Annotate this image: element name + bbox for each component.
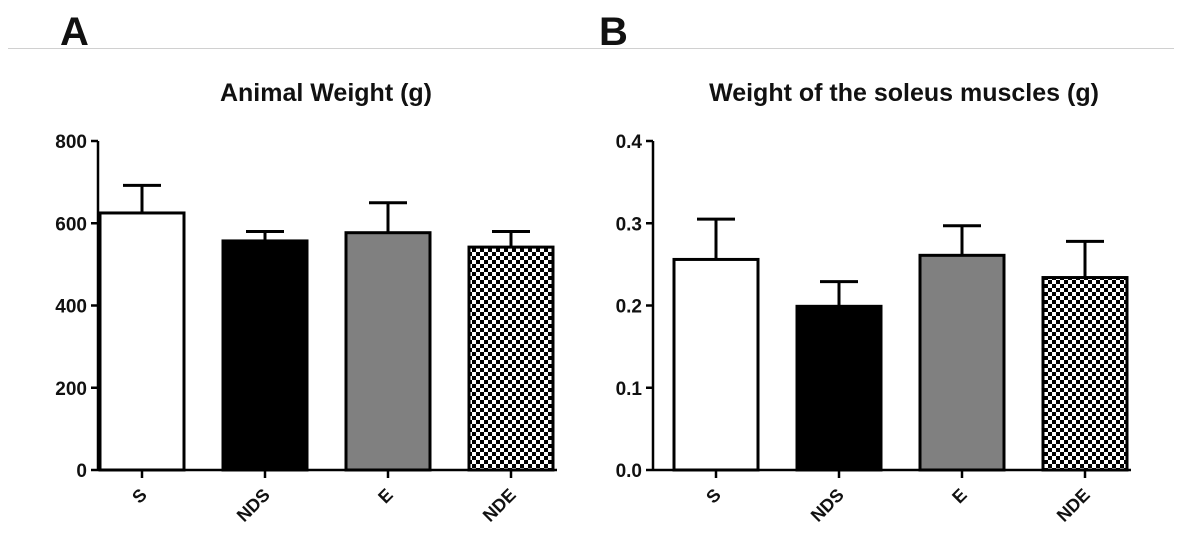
x-tick-label: E	[374, 485, 397, 508]
y-tick-label: 0.3	[616, 214, 642, 235]
bar-nde	[467, 245, 555, 472]
x-tick-label: S	[128, 485, 151, 508]
bar-e	[918, 253, 1006, 472]
panel-letter-b: B	[599, 10, 628, 54]
bar-s	[672, 257, 760, 472]
x-tick-label: NDS	[807, 485, 848, 526]
y-tick-label: 400	[55, 297, 87, 318]
y-tick-label: 0.1	[616, 379, 643, 400]
x-tick-label: NDE	[479, 485, 520, 526]
y-tick-label: 0	[76, 461, 87, 482]
y-tick-label: 0.4	[616, 132, 643, 153]
x-tick-label: S	[702, 485, 725, 508]
y-tick-label: 800	[55, 132, 87, 153]
y-tick-label: 600	[55, 214, 87, 235]
bar-s	[98, 211, 186, 472]
panel-divider	[8, 48, 1174, 49]
bar-nds	[795, 304, 883, 472]
x-tick-label: E	[948, 485, 971, 508]
chart-animal-weight: Animal Weight (g) 0 200 400 600 800 S NDS E NDE	[55, 79, 557, 526]
chart-soleus-weight: Weight of the soleus muscles (g) 0.0 0.1 0.…	[616, 79, 1131, 526]
panel-letter-a: A	[60, 10, 89, 54]
x-tick-label: NDE	[1053, 485, 1094, 526]
y-tick-label: 0.2	[616, 297, 642, 318]
y-tick-label: 200	[55, 379, 87, 400]
bar-nds	[221, 239, 309, 472]
bar-nde	[1041, 276, 1129, 472]
x-tick-label: NDS	[233, 485, 274, 526]
bar-e	[344, 231, 432, 472]
chart-title: Animal Weight (g)	[220, 79, 432, 107]
chart-title: Weight of the soleus muscles (g)	[709, 79, 1099, 107]
y-tick-label: 0.0	[616, 461, 642, 482]
